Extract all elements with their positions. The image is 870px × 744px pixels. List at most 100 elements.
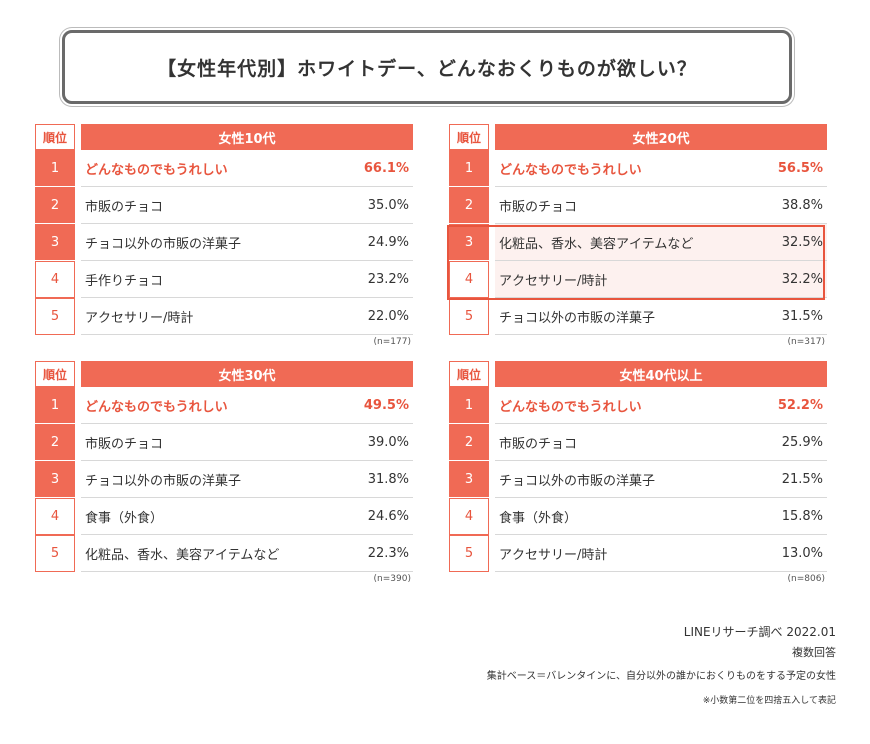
row-cell: どんなものでもうれしい 56.5% bbox=[495, 150, 827, 187]
percentage-value: 32.2% bbox=[781, 271, 823, 287]
rank-number: 5 bbox=[35, 298, 75, 335]
row-cell: 化粧品、香水、美容アイテムなど 22.3% bbox=[81, 535, 413, 572]
row-cell: 手作りチョコ 23.2% bbox=[81, 261, 413, 298]
sample-size: (n=177) bbox=[373, 337, 411, 347]
percentage-value: 49.5% bbox=[363, 397, 409, 413]
rank-number: 3 bbox=[35, 224, 75, 261]
row-cell: 食事（外食） 24.6% bbox=[81, 498, 413, 535]
item-label: 市販のチョコ bbox=[85, 199, 164, 215]
item-label: 化粧品、香水、美容アイテムなど bbox=[499, 236, 694, 252]
group-header: 女性20代 bbox=[495, 124, 827, 150]
answer-type-note: 複数回答 bbox=[792, 646, 836, 659]
sample-size: (n=390) bbox=[373, 574, 411, 584]
row-cell: 市販のチョコ 38.8% bbox=[495, 187, 827, 224]
sample-size: (n=317) bbox=[787, 337, 825, 347]
item-label: 市販のチョコ bbox=[499, 436, 578, 452]
table-row: 4 食事（外食） 15.8% bbox=[449, 498, 827, 535]
rank-number: 4 bbox=[35, 261, 75, 298]
panel-women-20s: 順位 女性20代 1 どんなものでもうれしい 56.5% 2 市販のチョコ 38.8% 3 化… bbox=[447, 124, 827, 347]
table-row: 1 どんなものでもうれしい 49.5% bbox=[35, 387, 413, 424]
rank-number: 1 bbox=[35, 387, 75, 424]
row-cell: どんなものでもうれしい 66.1% bbox=[81, 150, 413, 187]
rank-number: 5 bbox=[35, 535, 75, 572]
percentage-value: 15.8% bbox=[781, 508, 823, 524]
item-label: アクセサリー/時計 bbox=[499, 547, 608, 563]
percentage-value: 38.8% bbox=[781, 197, 823, 213]
table-row: 4 アクセサリー/時計 32.2% bbox=[449, 261, 827, 298]
percentage-value: 22.3% bbox=[367, 545, 409, 561]
item-label: 化粧品、香水、美容アイテムなど bbox=[85, 547, 280, 563]
group-header: 女性10代 bbox=[81, 124, 413, 150]
rank-number: 2 bbox=[449, 424, 489, 461]
item-label: 食事（外食） bbox=[499, 510, 578, 526]
table-row: 2 市販のチョコ 35.0% bbox=[35, 187, 413, 224]
item-label: どんなものでもうれしい bbox=[499, 162, 642, 178]
rounding-note: ※小数第二位を四捨五入して表記 bbox=[702, 696, 836, 706]
table-row: 3 チョコ以外の市販の洋菓子 24.9% bbox=[35, 224, 413, 261]
table-row: 2 市販のチョコ 39.0% bbox=[35, 424, 413, 461]
rank-number: 5 bbox=[449, 535, 489, 572]
percentage-value: 13.0% bbox=[781, 545, 823, 561]
row-cell: どんなものでもうれしい 49.5% bbox=[81, 387, 413, 424]
item-label: アクセサリー/時計 bbox=[499, 273, 608, 289]
percentage-value: 31.8% bbox=[367, 471, 409, 487]
panel-women-30s: 順位 女性30代 1 どんなものでもうれしい 49.5% 2 市販のチョコ 39.0% 3 チ… bbox=[35, 361, 413, 584]
row-cell: アクセサリー/時計 22.0% bbox=[81, 298, 413, 335]
table-row: 4 食事（外食） 24.6% bbox=[35, 498, 413, 535]
panel-header: 順位 女性20代 bbox=[449, 124, 827, 150]
sample-size: (n=806) bbox=[787, 574, 825, 584]
percentage-value: 22.0% bbox=[367, 308, 409, 324]
row-cell: アクセサリー/時計 32.2% bbox=[495, 261, 827, 298]
percentage-value: 52.2% bbox=[777, 397, 823, 413]
rank-number: 3 bbox=[449, 224, 489, 261]
table-row: 3 化粧品、香水、美容アイテムなど 32.5% bbox=[449, 224, 827, 261]
table-row: 5 アクセサリー/時計 22.0% bbox=[35, 298, 413, 335]
rank-number: 4 bbox=[449, 498, 489, 535]
percentage-value: 24.9% bbox=[367, 234, 409, 250]
percentage-value: 56.5% bbox=[777, 160, 823, 176]
rank-number: 2 bbox=[35, 187, 75, 224]
table-row: 1 どんなものでもうれしい 52.2% bbox=[449, 387, 827, 424]
table-row: 5 化粧品、香水、美容アイテムなど 22.3% bbox=[35, 535, 413, 572]
panel-women-40s-plus: 順位 女性40代以上 1 どんなものでもうれしい 52.2% 2 市販のチョコ 25.9%… bbox=[449, 361, 827, 584]
rank-column-header: 順位 bbox=[35, 361, 75, 387]
rank-number: 1 bbox=[35, 150, 75, 187]
rank-column-header: 順位 bbox=[35, 124, 75, 150]
row-cell: 市販のチョコ 39.0% bbox=[81, 424, 413, 461]
item-label: 手作りチョコ bbox=[85, 273, 164, 289]
table-row: 5 チョコ以外の市販の洋菓子 31.5% bbox=[449, 298, 827, 335]
percentage-value: 24.6% bbox=[367, 508, 409, 524]
row-cell: どんなものでもうれしい 52.2% bbox=[495, 387, 827, 424]
percentage-value: 32.5% bbox=[781, 234, 823, 250]
rank-number: 4 bbox=[35, 498, 75, 535]
item-label: 食事（外食） bbox=[85, 510, 164, 526]
table-row: 1 どんなものでもうれしい 66.1% bbox=[35, 150, 413, 187]
table-row: 1 どんなものでもうれしい 56.5% bbox=[449, 150, 827, 187]
row-cell: チョコ以外の市販の洋菓子 21.5% bbox=[495, 461, 827, 498]
rank-number: 5 bbox=[449, 298, 489, 335]
percentage-value: 21.5% bbox=[781, 471, 823, 487]
row-cell: チョコ以外の市販の洋菓子 24.9% bbox=[81, 224, 413, 261]
item-label: 市販のチョコ bbox=[85, 436, 164, 452]
percentage-value: 35.0% bbox=[367, 197, 409, 213]
row-cell: 市販のチョコ 25.9% bbox=[495, 424, 827, 461]
item-label: チョコ以外の市販の洋菓子 bbox=[85, 473, 242, 489]
panel-header: 順位 女性40代以上 bbox=[449, 361, 827, 387]
rank-column-header: 順位 bbox=[449, 124, 489, 150]
panel-header: 順位 女性30代 bbox=[35, 361, 413, 387]
group-header: 女性30代 bbox=[81, 361, 413, 387]
row-cell: 食事（外食） 15.8% bbox=[495, 498, 827, 535]
table-row: 3 チョコ以外の市販の洋菓子 21.5% bbox=[449, 461, 827, 498]
base-note: 集計ベース＝バレンタインに、自分以外の誰かにおくりものをする予定の女性 bbox=[486, 671, 836, 682]
rank-number: 3 bbox=[35, 461, 75, 498]
table-row: 2 市販のチョコ 38.8% bbox=[449, 187, 827, 224]
item-label: どんなものでもうれしい bbox=[85, 399, 228, 415]
rank-number: 4 bbox=[449, 261, 489, 298]
panel-header: 順位 女性10代 bbox=[35, 124, 413, 150]
item-label: チョコ以外の市販の洋菓子 bbox=[499, 310, 656, 326]
percentage-value: 39.0% bbox=[367, 434, 409, 450]
table-row: 3 チョコ以外の市販の洋菓子 31.8% bbox=[35, 461, 413, 498]
chart-title: 【女性年代別】ホワイトデー、どんなおくりものが欲しい？ bbox=[62, 30, 792, 104]
rank-column-header: 順位 bbox=[449, 361, 489, 387]
table-row: 2 市販のチョコ 25.9% bbox=[449, 424, 827, 461]
